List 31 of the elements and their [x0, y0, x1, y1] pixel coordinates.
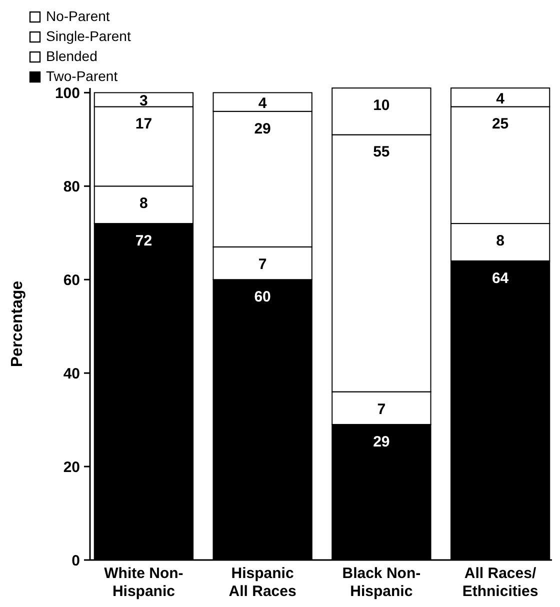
data-label: 55 [373, 144, 390, 161]
y-tick-label: 60 [63, 272, 80, 289]
data-label: 17 [135, 116, 152, 133]
data-label: 7 [377, 400, 386, 418]
data-label: 64 [492, 270, 510, 287]
data-label: 29 [254, 120, 271, 138]
y-tick-label: 40 [63, 365, 80, 382]
legend-label: Two-Parent [46, 68, 118, 84]
data-label: 8 [140, 195, 148, 212]
legend-label: Blended [46, 48, 98, 64]
x-tick-label: All Races/Ethnicities [462, 565, 538, 600]
data-label: 72 [135, 232, 152, 250]
y-tick-label: 20 [63, 458, 80, 476]
x-tick-label: Black Non-Hispanic [342, 565, 421, 600]
x-tick-label: White Non-Hispanic [104, 565, 184, 600]
x-tick-label: Hispanic All Races [228, 565, 296, 600]
y-axis-title: Percentage [9, 280, 26, 368]
data-label: 4 [496, 90, 506, 108]
data-label: 8 [496, 232, 504, 250]
y-tick-label: 0 [72, 552, 80, 570]
legend-label: No-Parent [46, 8, 110, 24]
y-tick-label: 100 [54, 84, 80, 102]
data-label: 25 [492, 116, 509, 133]
legend-label: Single-Parent [46, 28, 131, 44]
data-label: 60 [254, 288, 271, 306]
data-label: 4 [258, 95, 268, 112]
data-label: 7 [258, 256, 267, 273]
data-label: 3 [140, 92, 148, 110]
data-label: 29 [373, 433, 390, 450]
y-tick-label: 80 [63, 178, 80, 196]
data-label: 10 [373, 97, 390, 114]
